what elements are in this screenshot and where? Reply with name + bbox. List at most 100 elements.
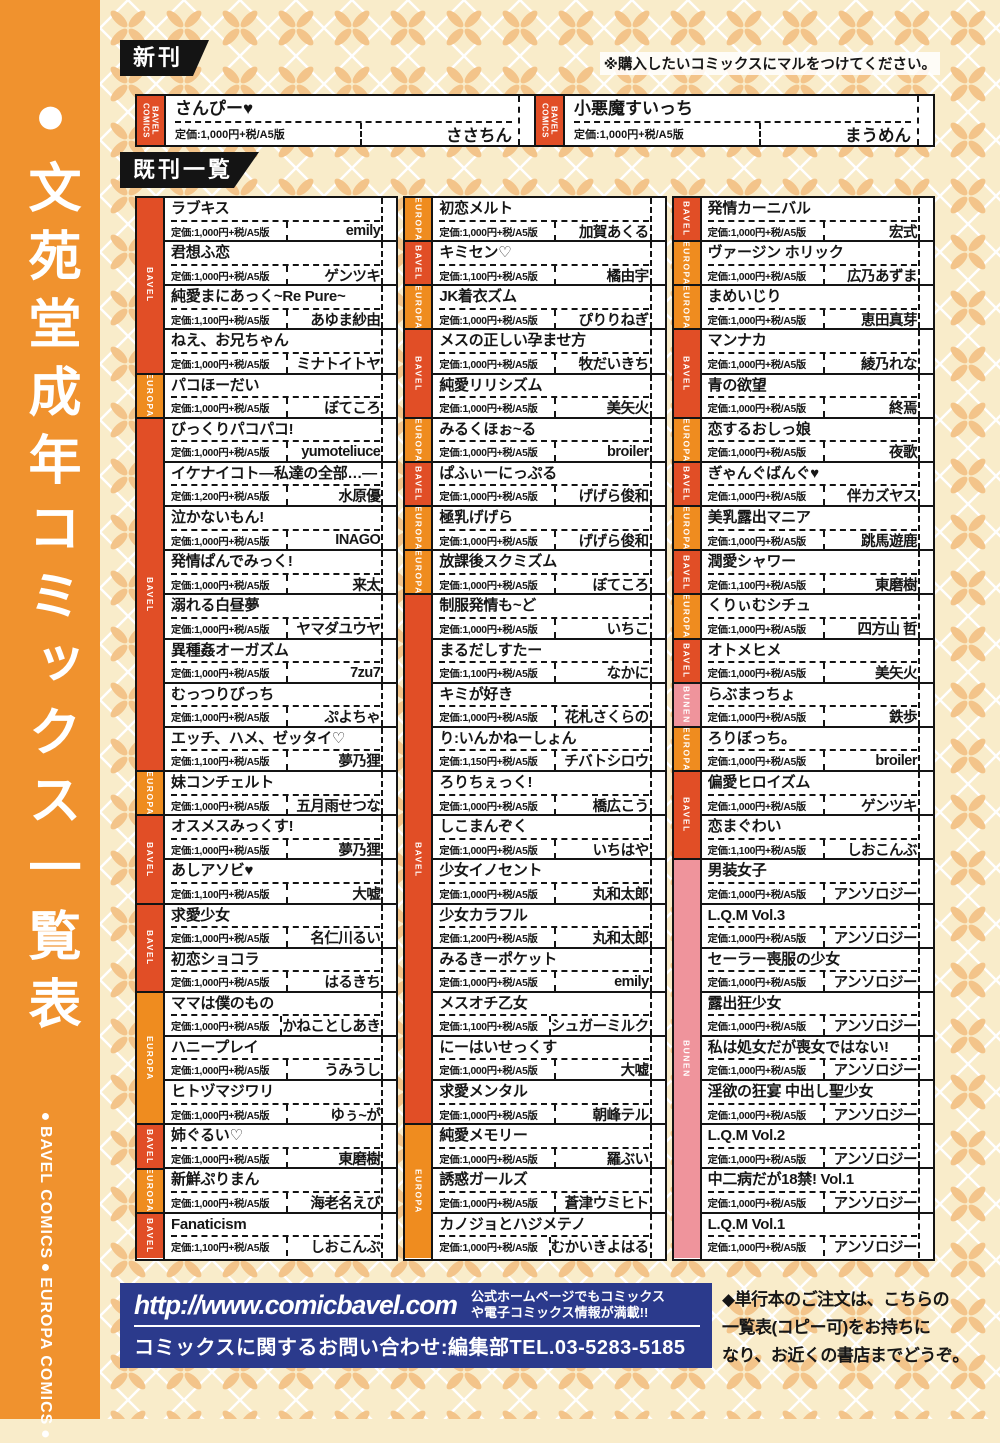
- book-artist: かねことしあき: [280, 1016, 381, 1036]
- circle-mark-area[interactable]: [917, 992, 933, 1035]
- circle-mark-area[interactable]: [649, 551, 665, 594]
- circle-mark-area[interactable]: [649, 1125, 665, 1168]
- book-title: マンナカ: [707, 331, 917, 354]
- book-artist: アンソロジー: [822, 928, 917, 947]
- book-title: あしアソビ♥: [171, 861, 381, 884]
- circle-mark-area[interactable]: [917, 1169, 933, 1212]
- circle-mark-area[interactable]: [917, 1036, 933, 1080]
- circle-mark-area[interactable]: [649, 992, 665, 1035]
- circle-mark-area[interactable]: [917, 286, 933, 329]
- circle-mark-area[interactable]: [649, 816, 665, 859]
- book-price: 定価:1,000円+税/A5版: [439, 580, 538, 592]
- circle-mark-area[interactable]: [381, 330, 396, 373]
- publisher-tag-bavel: BAVEL: [137, 418, 163, 773]
- circle-mark-area[interactable]: [917, 507, 933, 550]
- book-row: 恋まぐわい 定価:1,100円+税/A5版 しおこんぶ: [701, 816, 933, 861]
- circle-mark-area[interactable]: [649, 683, 665, 726]
- book-price: 定価:1,000円+税/A5版: [171, 1198, 270, 1210]
- circle-mark-area[interactable]: [917, 639, 933, 682]
- circle-mark-area[interactable]: [917, 904, 933, 947]
- circle-mark-area[interactable]: [917, 727, 933, 771]
- circle-mark-area[interactable]: [518, 96, 534, 145]
- circle-mark-area[interactable]: [381, 904, 396, 947]
- circle-mark-area[interactable]: [649, 772, 665, 815]
- circle-mark-area[interactable]: [649, 330, 665, 373]
- circle-mark-area[interactable]: [917, 772, 933, 815]
- publisher-tag-strip: BAVEL EUROPA EUROPA BAVEL EUROPA BAVEL EUROPA B…: [673, 198, 702, 1259]
- circle-mark-area[interactable]: [649, 727, 665, 771]
- book-artist: INAGO: [286, 530, 381, 550]
- book-price: 定価:1,000円+税/A5版: [439, 845, 538, 857]
- publisher-tag-bavel-comics: BAVEL COMICS: [536, 96, 565, 145]
- circle-mark-area[interactable]: [917, 816, 933, 859]
- publisher-tag-label: BUNEN: [681, 1040, 692, 1078]
- circle-mark-area[interactable]: [917, 948, 933, 991]
- circle-mark-area[interactable]: [649, 418, 665, 461]
- circle-mark-area[interactable]: [381, 992, 396, 1035]
- circle-mark-area[interactable]: [649, 1081, 665, 1124]
- circle-mark-area[interactable]: [649, 860, 665, 903]
- website-url[interactable]: http://www.comicbavel.com: [134, 1289, 458, 1320]
- circle-mark-area[interactable]: [917, 1213, 933, 1258]
- circle-mark-area[interactable]: [649, 462, 665, 506]
- book-title: Fanaticism: [171, 1215, 381, 1238]
- circle-mark-area[interactable]: [381, 816, 396, 859]
- circle-mark-area[interactable]: [649, 1213, 665, 1258]
- book-row: 中二病だが18禁! Vol.1 定価:1,000円+税/A5版 アンソロジー: [701, 1169, 933, 1214]
- circle-mark-area[interactable]: [649, 286, 665, 329]
- circle-mark-area[interactable]: [381, 418, 396, 461]
- circle-mark-area[interactable]: [649, 904, 665, 947]
- circle-mark-area[interactable]: [917, 1125, 933, 1168]
- circle-mark-area[interactable]: [917, 860, 933, 903]
- circle-mark-area[interactable]: [381, 1213, 396, 1258]
- circle-mark-area[interactable]: [917, 683, 933, 726]
- circle-mark-area[interactable]: [381, 639, 396, 682]
- book-price: 定価:1,000円+税/A5版: [439, 404, 538, 416]
- circle-mark-area[interactable]: [649, 639, 665, 682]
- circle-mark-area[interactable]: [381, 727, 396, 771]
- book-row: キミセン♡ 定価:1,100円+税/A5版 橘由宇: [433, 242, 665, 287]
- book-artist: ぴりりねぎ: [554, 309, 649, 329]
- circle-mark-area[interactable]: [917, 1081, 933, 1124]
- circle-mark-area[interactable]: [381, 595, 396, 638]
- circle-mark-area[interactable]: [917, 462, 933, 506]
- circle-mark-area[interactable]: [917, 198, 933, 241]
- circle-mark-area[interactable]: [381, 462, 396, 506]
- publisher-tag-label: EUROPA: [681, 595, 692, 639]
- circle-mark-area[interactable]: [917, 551, 933, 594]
- circle-mark-area[interactable]: [917, 96, 933, 145]
- circle-mark-area[interactable]: [381, 551, 396, 594]
- circle-mark-area[interactable]: [649, 198, 665, 241]
- book-price: 定価:1,000円+税/A5版: [707, 315, 807, 327]
- circle-mark-area[interactable]: [381, 507, 396, 550]
- publisher-tag-label: BAVEL: [145, 576, 155, 613]
- circle-mark-area[interactable]: [917, 242, 933, 285]
- circle-mark-area[interactable]: [381, 1125, 396, 1168]
- book-title: 私は処女だが喪女ではない!: [707, 1038, 917, 1061]
- circle-mark-area[interactable]: [649, 595, 665, 638]
- circle-mark-area[interactable]: [649, 948, 665, 991]
- circle-mark-area[interactable]: [649, 242, 665, 285]
- circle-mark-area[interactable]: [381, 1036, 396, 1080]
- circle-mark-area[interactable]: [381, 772, 396, 815]
- circle-mark-area[interactable]: [381, 683, 396, 726]
- page-title: ●文苑堂成年コミックス一覧表: [21, 86, 80, 1044]
- book-title: 誘惑ガールズ: [439, 1170, 649, 1193]
- circle-mark-area[interactable]: [917, 418, 933, 461]
- circle-mark-area[interactable]: [381, 198, 396, 241]
- circle-mark-area[interactable]: [381, 1081, 396, 1124]
- circle-mark-area[interactable]: [381, 242, 396, 285]
- circle-mark-area[interactable]: [381, 1169, 396, 1212]
- circle-mark-area[interactable]: [649, 1169, 665, 1212]
- circle-mark-area[interactable]: [917, 374, 933, 417]
- circle-mark-area[interactable]: [381, 374, 396, 417]
- circle-mark-area[interactable]: [381, 286, 396, 329]
- circle-mark-area[interactable]: [649, 1036, 665, 1080]
- circle-mark-area[interactable]: [917, 330, 933, 373]
- circle-mark-area[interactable]: [649, 374, 665, 417]
- circle-mark-area[interactable]: [381, 860, 396, 903]
- circle-mark-area[interactable]: [381, 948, 396, 991]
- circle-mark-area[interactable]: [917, 595, 933, 638]
- circle-mark-area[interactable]: [649, 507, 665, 550]
- main-content: 新刊 ※購入したいコミックスにマルをつけてください。 BAVEL COMICS …: [100, 0, 1000, 1419]
